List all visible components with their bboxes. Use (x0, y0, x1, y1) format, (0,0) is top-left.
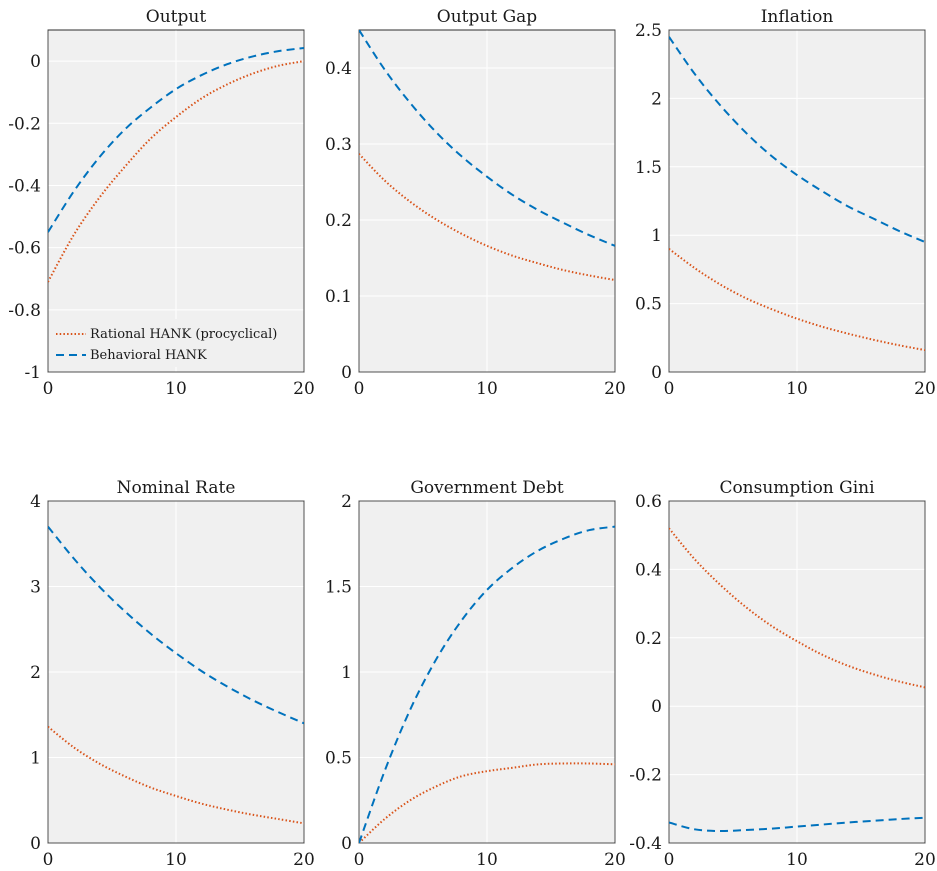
y-tick-label: 0.6 (635, 492, 662, 512)
x-tick-label: 20 (293, 379, 315, 399)
x-tick-label: 10 (476, 379, 498, 399)
x-tick-label: 0 (354, 379, 365, 399)
panel-title: Government Debt (410, 478, 563, 498)
y-tick-label: 0.3 (325, 135, 352, 155)
panel-title: Inflation (761, 7, 834, 27)
panel-inflation: 0 10 20 0 0.5 1 1.5 2 2.5 Inflation (635, 7, 936, 399)
x-tick-label: 20 (914, 850, 936, 870)
panel-title: Nominal Rate (117, 478, 236, 498)
panel-consumption-gini: 0 10 20 -0.4 -0.2 0 0.2 0.4 0.6 Consumption Gini (629, 478, 936, 870)
axes-frame (358, 29, 616, 373)
y-tick-label: 1.5 (325, 578, 352, 598)
panel-title: Output Gap (437, 7, 537, 27)
y-tick-label: 1 (30, 749, 41, 769)
y-tick-label: 0 (651, 363, 662, 383)
panel-government-debt: 0 10 20 0 0.5 1 1.5 2 Government Debt (325, 478, 626, 870)
x-tick-label: 0 (664, 379, 675, 399)
y-tick-label: 2 (30, 663, 41, 683)
y-tick-label: -0.2 (629, 766, 662, 786)
x-tick-label: 0 (43, 850, 54, 870)
y-tick-label: 0.2 (325, 211, 352, 231)
y-tick-label: 0.4 (635, 560, 662, 580)
y-tick-label: 2 (341, 492, 352, 512)
y-tick-label: 0.5 (635, 295, 662, 315)
series-line-0 (359, 762, 615, 843)
y-tick-label: -0.2 (8, 114, 41, 134)
series-line-0 (669, 527, 925, 689)
y-tick-label: 3 (30, 578, 41, 598)
y-tick-label: 0 (341, 834, 352, 854)
axes-frame (358, 500, 616, 844)
axes-frame (47, 500, 305, 844)
x-tick-label: 0 (354, 850, 365, 870)
y-tick-label: -0.4 (8, 176, 41, 196)
y-tick-label: 0.5 (325, 749, 352, 769)
x-tick-label: 0 (43, 379, 54, 399)
y-tick-label: 0.2 (635, 629, 662, 649)
legend-box (50, 319, 300, 367)
y-tick-label: 1 (651, 226, 662, 246)
y-tick-label: 0 (651, 697, 662, 717)
x-tick-label: 10 (476, 850, 498, 870)
x-tick-label: 0 (664, 850, 675, 870)
y-tick-label: 2 (651, 89, 662, 109)
x-tick-label: 20 (604, 379, 626, 399)
series-line-0 (48, 725, 304, 825)
y-tick-label: 0.1 (325, 287, 352, 307)
y-tick-label: -0.6 (8, 239, 41, 259)
panel-output: 0 10 20 -1 -0.8 -0.6 -0.4 -0.2 0 Output Rational H… (8, 7, 315, 399)
y-tick-label: 0.4 (325, 59, 352, 79)
series-line-1 (48, 526, 304, 725)
y-tick-label: -0.8 (8, 301, 41, 321)
x-tick-label: 20 (604, 850, 626, 870)
x-tick-label: 20 (293, 850, 315, 870)
axes-frame (668, 500, 926, 844)
series-line-0 (669, 248, 925, 352)
series-line-1 (669, 36, 925, 243)
series-line-1 (48, 47, 304, 233)
panel-nominal-rate: 0 10 20 0 1 2 3 4 Nominal Rate (30, 478, 315, 870)
series-line-0 (48, 60, 304, 283)
x-tick-label: 10 (165, 850, 187, 870)
series-line-1 (359, 30, 615, 247)
series-line-1 (669, 816, 925, 833)
x-tick-label: 10 (165, 379, 187, 399)
y-tick-label: 1 (341, 663, 352, 683)
panel-output-gap: 0 10 20 0 0.1 0.2 0.3 0.4 Output Gap (325, 7, 626, 399)
x-tick-label: 10 (786, 850, 808, 870)
y-tick-label: -0.4 (629, 834, 662, 854)
y-tick-label: 1.5 (635, 158, 662, 178)
axes-frame (47, 29, 305, 373)
legend-label: Behavioral HANK (90, 348, 207, 363)
y-tick-label: -1 (24, 363, 41, 383)
y-tick-label: 4 (30, 492, 41, 512)
legend-label: Rational HANK (procyclical) (90, 327, 277, 342)
y-tick-label: 0 (30, 52, 41, 72)
x-tick-label: 10 (786, 379, 808, 399)
y-tick-label: 2.5 (635, 21, 662, 41)
axes-frame (668, 29, 926, 373)
y-tick-label: 0 (341, 363, 352, 383)
panel-title: Output (146, 7, 207, 27)
y-tick-label: 0 (30, 834, 41, 854)
panel-title: Consumption Gini (719, 478, 875, 498)
x-tick-label: 20 (914, 379, 936, 399)
